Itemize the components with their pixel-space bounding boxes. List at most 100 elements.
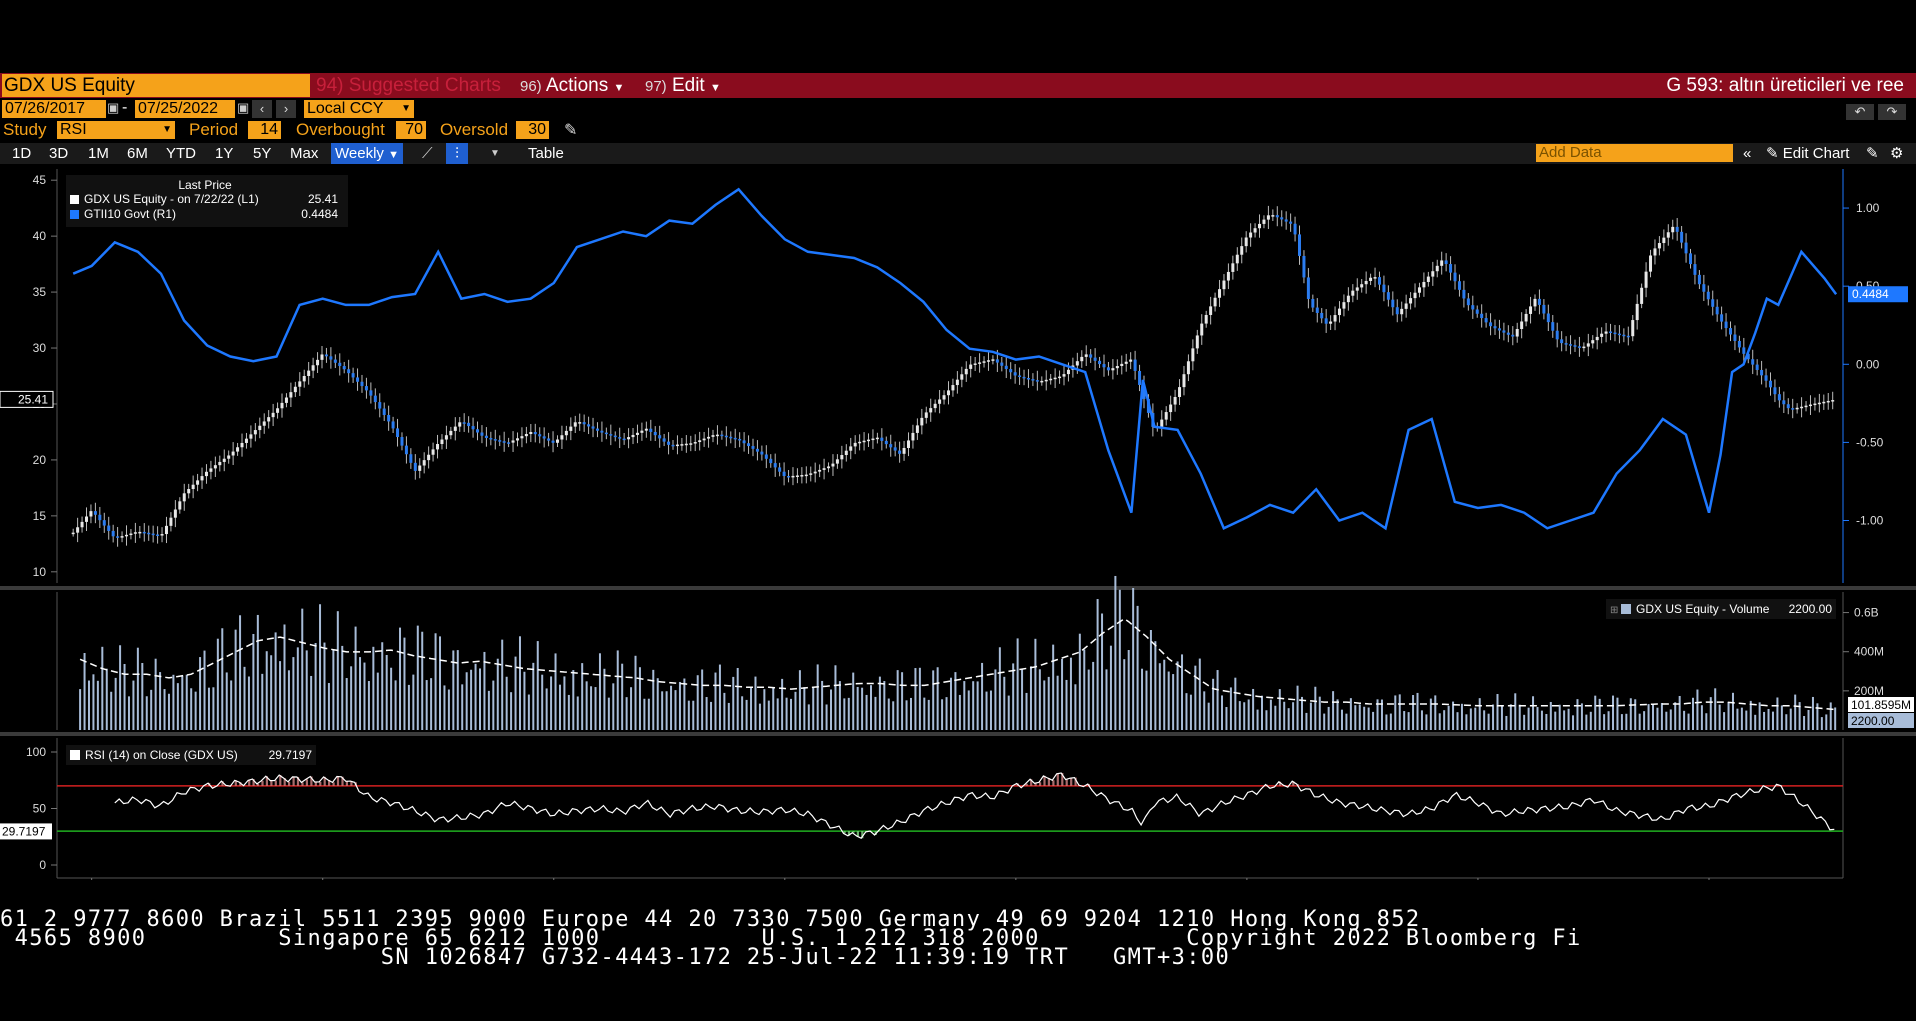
range-1y[interactable]: 1Y	[215, 145, 234, 162]
gdx-candle-body	[1715, 306, 1719, 315]
calendar-icon[interactable]: ▣	[107, 100, 120, 115]
chevron-down-icon[interactable]: ▼	[490, 148, 500, 159]
gdx-candle-body	[85, 516, 89, 522]
gdx-candle-body	[244, 438, 248, 443]
volume-bar	[474, 663, 477, 730]
edit-chart-button[interactable]: ✎ Edit Chart	[1766, 143, 1849, 164]
gdx-candle-body	[1613, 332, 1617, 335]
volume-bar	[901, 672, 904, 730]
gdx-candle-body	[191, 484, 195, 490]
volume-bar	[643, 698, 646, 730]
currency-select[interactable]: Local CCY ▼	[304, 100, 414, 118]
volume-bar	[212, 687, 215, 730]
volume-bar	[341, 645, 344, 730]
actions-menu[interactable]: 96) Actions ▼	[520, 74, 624, 97]
period-input[interactable]: 14	[248, 121, 281, 139]
volume-bar	[1452, 701, 1455, 730]
gdx-candle-body	[1751, 359, 1755, 365]
volume-bar	[794, 691, 797, 730]
volume-bar	[598, 653, 601, 730]
volume-bar	[1327, 706, 1330, 730]
gdx-candle-body	[1209, 306, 1213, 315]
gdx-candle-body	[1160, 419, 1164, 428]
line-chart-icon[interactable]: ⟋	[422, 145, 433, 162]
gdx-candle-body	[1409, 298, 1413, 304]
gdx-candle-body	[853, 442, 857, 447]
gdx-candle-body	[1435, 265, 1439, 272]
gdx-candle-body	[116, 536, 120, 538]
gdx-candle-body	[747, 443, 751, 447]
volume-bar	[345, 678, 348, 730]
gdx-candle-body	[218, 461, 222, 466]
rsi-legend-box	[66, 745, 316, 765]
edit-menu[interactable]: 97) Edit ▼	[645, 74, 721, 97]
volume-bar	[1438, 713, 1441, 730]
volume-bar	[256, 614, 259, 730]
suggested-charts-button[interactable]: 94) Suggested Charts	[316, 75, 501, 96]
volume-bar	[949, 677, 952, 730]
gear-icon[interactable]: ⚙	[1890, 145, 1904, 162]
gdx-candle-body	[1200, 323, 1204, 336]
volume-bar	[932, 670, 935, 730]
gdx-candle-body	[920, 417, 924, 426]
gdx-candle-body	[1693, 264, 1697, 275]
gdx-legend-label: GDX US Equity - on 7/22/22 (L1)	[84, 192, 259, 206]
candlestick-icon[interactable]: ⫶	[446, 143, 468, 164]
ticker-field[interactable]: GDX US Equity	[2, 74, 310, 97]
volume-bar	[1572, 715, 1575, 730]
volume-bar	[514, 656, 517, 730]
volume-bar	[1634, 699, 1637, 730]
add-data-input[interactable]: Add Data	[1536, 144, 1733, 162]
frequency-select[interactable]: Weekly ▼	[331, 143, 403, 164]
gdx-candle-body	[1777, 394, 1781, 401]
collapse-icon[interactable]: «	[1743, 145, 1752, 162]
range-1m[interactable]: 1M	[88, 145, 109, 162]
volume-bar	[407, 684, 410, 730]
volume-bar	[630, 687, 633, 730]
study-select[interactable]: RSI ▼	[57, 121, 175, 139]
range-ytd[interactable]: YTD	[166, 145, 196, 162]
gdx-candle-body	[1804, 405, 1808, 408]
gdx-candle-body	[1000, 362, 1004, 366]
gdx-candle-body	[1298, 234, 1302, 256]
expand-icon[interactable]: ⊞	[1610, 605, 1618, 616]
range-1d[interactable]: 1D	[12, 145, 32, 162]
volume-bar	[1025, 692, 1028, 730]
volume-bar	[1825, 714, 1828, 730]
oversold-input[interactable]: 30	[516, 121, 549, 139]
gdx-candle-body	[960, 374, 964, 380]
range-6m[interactable]: 6M	[127, 145, 148, 162]
panel-divider[interactable]	[0, 586, 1916, 590]
volume-bar	[1683, 710, 1686, 730]
next-period-button[interactable]: ›	[276, 100, 296, 118]
range-5y[interactable]: 5Y	[253, 145, 272, 162]
gdx-candle-body	[618, 437, 622, 439]
gdx-candle-body	[1551, 322, 1555, 331]
panel-divider[interactable]	[0, 732, 1916, 736]
gdx-candle-body	[995, 359, 999, 363]
gdx-candle-body	[1231, 263, 1235, 272]
pencil-icon[interactable]: ✎	[564, 122, 578, 139]
range-max[interactable]: Max	[290, 145, 319, 162]
gdx-candle-body	[809, 473, 813, 475]
prev-period-button[interactable]: ‹	[252, 100, 272, 118]
volume-bar	[1034, 638, 1037, 730]
gdx-candle-body	[1453, 272, 1457, 282]
gdx-candle-body	[1457, 281, 1461, 290]
volume-tick-label: 0.6B	[1854, 606, 1879, 620]
overbought-input[interactable]: 70	[396, 121, 426, 139]
gdx-candle-body	[258, 425, 262, 431]
gdx-candle-body	[529, 432, 533, 435]
start-date-input[interactable]: 07/26/2017	[2, 100, 106, 118]
volume-bar	[350, 666, 353, 730]
rsi-legend-label: RSI (14) on Close (GDX US)	[85, 748, 238, 762]
gtii10-last-value-tag-text: 0.4484	[1852, 287, 1889, 301]
table-button[interactable]: Table	[528, 145, 564, 162]
annotate-icon[interactable]: ✎	[1866, 145, 1879, 162]
gdx-candle-body	[391, 421, 395, 429]
redo-button[interactable]: ↷	[1878, 104, 1906, 120]
range-3d[interactable]: 3D	[49, 145, 69, 162]
calendar-icon[interactable]: ▣	[237, 100, 250, 115]
undo-button[interactable]: ↶	[1846, 104, 1874, 120]
end-date-input[interactable]: 07/25/2022	[135, 100, 235, 118]
